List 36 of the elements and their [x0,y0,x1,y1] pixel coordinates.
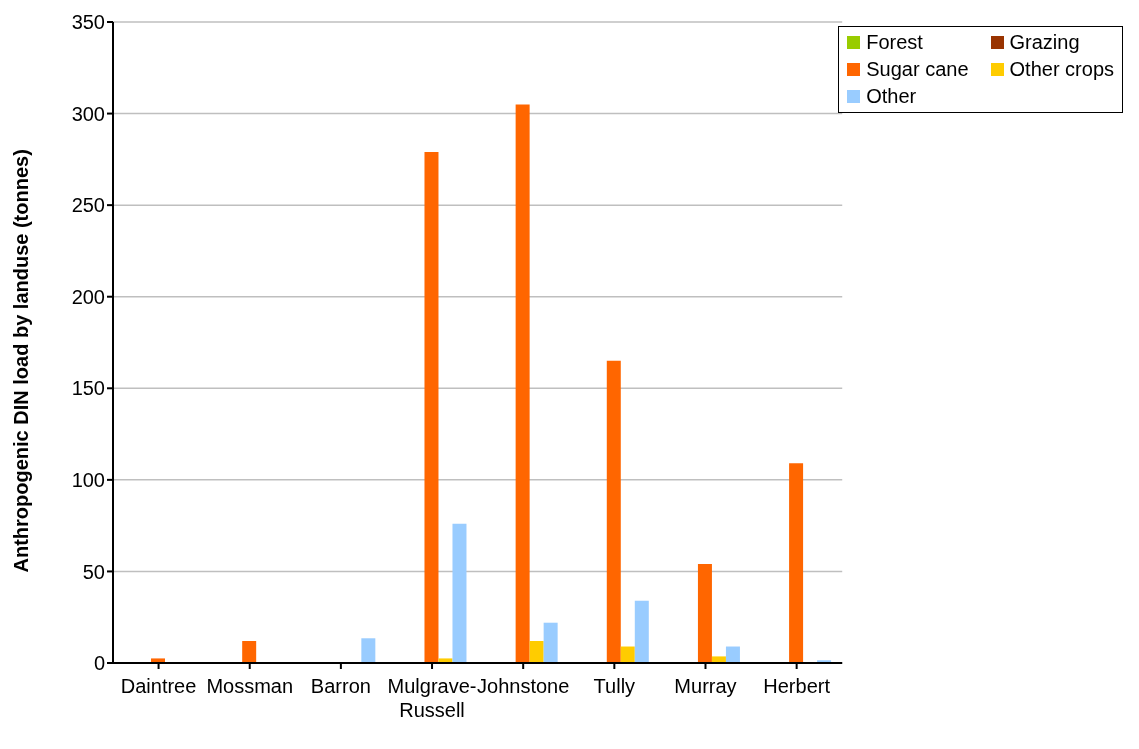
bar [515,104,530,663]
bar [452,523,467,663]
bar [789,463,804,663]
bar [361,638,376,663]
bar [620,646,635,663]
x-tick-label: Daintree [120,675,197,697]
bar [634,600,649,663]
y-tick-label: 250 [71,194,105,217]
bar [242,641,257,663]
legend-label: Grazing [1009,31,1080,54]
y-axis-title: Anthropogenic DIN load by landuse (tonnes) [10,149,33,573]
bar [711,656,726,663]
x-tick-label: Johnstone [477,675,570,697]
y-tick-label: 0 [93,652,105,675]
bar [424,152,439,663]
bar [543,622,558,663]
y-tick-label: 200 [71,285,105,308]
legend-label: Other [866,85,917,108]
x-tick-label: Barron [310,675,371,697]
x-tick-label: Mossman [206,675,294,697]
bar [725,646,740,663]
y-tick-label: 300 [71,102,105,125]
x-tick-label: Herbert [763,675,831,697]
legend-label: Other crops [1009,58,1114,81]
bar [697,564,712,663]
y-tick-label: 50 [82,560,105,583]
y-tick-label: 100 [71,468,105,491]
bar [529,641,544,663]
y-tick-label: 150 [71,377,105,400]
bar [606,360,621,663]
x-tick-label: Murray [674,675,737,697]
legend-label: Forest [866,31,923,54]
x-tick-label: Mulgrave-Russell [387,675,477,721]
y-tick-label: 350 [71,11,105,34]
legend-label: Sugar cane [866,58,969,81]
x-tick-label: Tully [593,675,636,697]
